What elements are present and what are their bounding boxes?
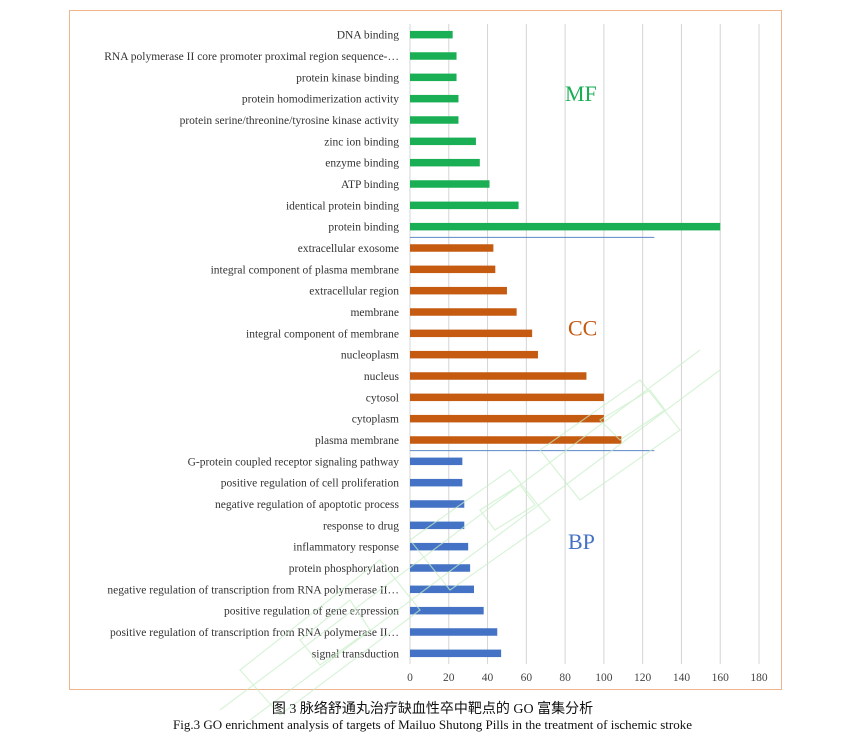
category-label: negative regulation of transcription fro… (107, 584, 399, 596)
bar-mf-3 (410, 94, 459, 103)
category-label: signal transduction (312, 648, 399, 660)
bar-cc-0 (410, 244, 494, 252)
x-tick-label: 100 (595, 672, 613, 684)
x-tick-label: 60 (521, 672, 533, 684)
category-label: positive regulation of cell proliferatio… (221, 478, 399, 490)
bar-mf-8 (410, 201, 519, 210)
bar-cc-9 (410, 436, 622, 444)
category-label: integral component of plasma membrane (211, 264, 399, 276)
bar-mf-0 (410, 30, 453, 39)
bar-bp-9 (410, 649, 502, 658)
category-label: nucleus (364, 371, 400, 383)
x-tick-label: 160 (712, 672, 730, 684)
bar-bp-7 (410, 606, 484, 615)
caption-chinese: 图 3 脉络舒通丸治疗缺血性卒中靶点的 GO 富集分析 (271, 702, 594, 717)
bar-mf-6 (410, 158, 480, 167)
category-label: negative regulation of apoptotic process (215, 499, 399, 511)
category-label: plasma membrane (315, 435, 399, 447)
category-label: positive regulation of gene expression (224, 606, 399, 618)
category-label: integral component of membrane (246, 328, 399, 340)
bar-bp-6 (410, 585, 474, 594)
category-label: RNA polymerase II core promoter proximal… (104, 51, 399, 63)
bar-bp-3 (410, 521, 465, 530)
category-label: protein serine/threonine/tyrosine kinase… (180, 115, 400, 127)
x-tick-label: 0 (407, 672, 413, 684)
x-tick-label: 20 (443, 672, 455, 684)
x-tick-label: 40 (482, 672, 494, 684)
category-label: extracellular region (309, 286, 399, 298)
category-label: G-protein coupled receptor signaling pat… (188, 456, 400, 468)
category-label: inflammatory response (293, 542, 399, 554)
category-label: positive regulation of transcription fro… (110, 627, 399, 639)
bar-mf-5 (410, 137, 476, 146)
x-tick-label: 120 (634, 672, 652, 684)
category-label: response to drug (323, 520, 399, 532)
bar-cc-1 (410, 265, 496, 274)
bar-bp-0 (410, 457, 463, 466)
bar-mf-7 (410, 180, 490, 188)
group-label-cc: CC (568, 315, 597, 340)
category-label: protein binding (328, 222, 399, 234)
bar-cc-2 (410, 286, 507, 295)
bar-mf-9 (410, 222, 721, 231)
group-label-mf: MF (565, 81, 597, 106)
x-tick-label: 140 (673, 672, 691, 684)
x-tick-label: 80 (559, 672, 571, 684)
category-label: membrane (350, 307, 399, 319)
bar-bp-2 (410, 500, 465, 508)
bar-mf-2 (410, 73, 457, 82)
bar-bp-4 (410, 542, 469, 551)
category-label: protein phosphorylation (289, 563, 399, 575)
category-label: DNA binding (337, 30, 400, 42)
category-label: nucleoplasm (341, 350, 399, 362)
bar-cc-6 (410, 372, 587, 380)
bar-bp-5 (410, 564, 471, 572)
category-label: zinc ion binding (324, 136, 399, 148)
category-label: protein homodimerization activity (242, 94, 399, 106)
bar-bp-1 (410, 478, 463, 487)
bar-cc-4 (410, 329, 533, 338)
category-label: cytosol (366, 392, 399, 404)
bar-cc-5 (410, 350, 538, 359)
category-label: identical protein binding (286, 200, 399, 212)
category-label: ATP binding (341, 179, 399, 191)
category-label: extracellular exosome (298, 243, 399, 255)
caption-english: Fig.3 GO enrichment analysis of targets … (173, 717, 692, 732)
group-label-bp: BP (568, 529, 595, 554)
category-label: protein kinase binding (296, 72, 399, 84)
bar-mf-4 (410, 116, 459, 124)
category-label: enzyme binding (325, 158, 399, 170)
bar-bp-8 (410, 628, 498, 636)
bar-cc-3 (410, 308, 517, 316)
x-tick-label: 180 (750, 672, 768, 684)
bar-cc-7 (410, 393, 604, 402)
category-label: cytoplasm (352, 414, 399, 426)
bar-mf-1 (410, 52, 457, 60)
bar-cc-8 (410, 414, 604, 423)
